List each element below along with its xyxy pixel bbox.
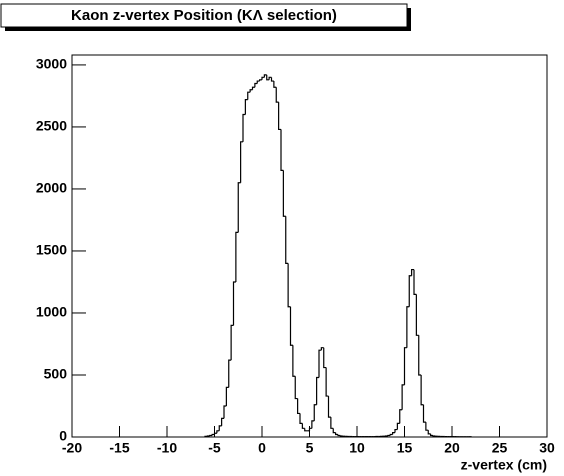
x-tick-label: 30 — [539, 440, 555, 456]
histogram-bin — [278, 102, 281, 131]
histogram-bin — [313, 404, 317, 421]
histogram-bin — [289, 306, 293, 346]
x-tick-label: 25 — [492, 440, 508, 456]
x-tick-label: -15 — [109, 440, 129, 456]
histogram-bin — [415, 294, 419, 336]
histogram-bin — [406, 306, 410, 348]
plot-frame — [71, 54, 548, 438]
histogram-bin — [394, 428, 398, 433]
histogram-bin — [268, 76, 272, 80]
histogram-bin — [266, 74, 270, 81]
histogram-bin — [420, 374, 424, 406]
x-tick-label: 10 — [349, 440, 365, 456]
histogram-bin — [242, 113, 246, 142]
title-box — [0, 3, 408, 28]
histogram-bin — [311, 420, 315, 429]
histogram-bin — [425, 422, 429, 431]
histogram-bin — [297, 398, 300, 415]
histogram-bin — [330, 417, 334, 429]
y-tick-label: 2000 — [36, 180, 67, 196]
histogram-bin — [316, 376, 319, 405]
histogram-bin — [301, 423, 305, 429]
histogram-bin — [318, 349, 322, 378]
histogram-bin — [399, 409, 403, 424]
x-tick-label: 20 — [444, 440, 460, 456]
histogram-bin — [254, 82, 258, 88]
histogram-bin — [228, 359, 232, 388]
histogram-bin — [422, 404, 426, 423]
histogram-bin — [270, 77, 274, 82]
histogram-bin — [259, 79, 262, 82]
histogram-bin — [275, 87, 279, 103]
histogram-bin — [280, 129, 284, 171]
histogram-bin — [282, 170, 286, 217]
histogram-bin — [427, 430, 431, 435]
histogram-bin — [325, 367, 329, 397]
histogram-bin — [332, 428, 336, 434]
histogram-bin — [273, 81, 277, 88]
y-tick-label: 0 — [59, 428, 67, 444]
histogram-bin — [294, 376, 298, 400]
histogram-bin — [223, 405, 227, 419]
histogram-bin — [251, 86, 255, 90]
y-tick-label: 500 — [44, 366, 68, 382]
histogram-bin — [237, 182, 241, 233]
histogram-bin — [403, 347, 407, 385]
histogram-bin — [225, 386, 229, 406]
histogram-bin — [230, 324, 234, 361]
histogram-bin — [216, 430, 220, 434]
histogram-bin — [389, 433, 393, 436]
histogram-bin — [221, 417, 224, 426]
histogram-bin — [263, 74, 267, 78]
histogram-bin — [287, 263, 291, 308]
x-tick-label: 0 — [258, 440, 266, 456]
histogram-bin — [204, 435, 208, 437]
histogram-bin — [211, 433, 215, 436]
histogram-bin — [408, 275, 412, 307]
histogram-bin — [430, 433, 433, 437]
histogram-bin — [327, 396, 331, 418]
histogram-bin — [213, 432, 217, 435]
histogram-bin — [256, 80, 260, 84]
y-tick-label: 3000 — [36, 56, 67, 72]
histogram-bin — [299, 413, 303, 424]
histogram-bin — [232, 281, 236, 326]
histogram-bin — [218, 425, 222, 431]
histogram-bin — [392, 432, 395, 435]
x-tick-label: -20 — [62, 440, 82, 456]
x-tick-label: 5 — [306, 440, 314, 456]
y-tick-label: 1000 — [36, 304, 67, 320]
x-tick-label: -5 — [208, 440, 221, 456]
histogram-bin — [320, 347, 324, 351]
x-tick-label: 15 — [397, 440, 413, 456]
histogram-bin — [304, 428, 308, 432]
histogram-bin — [337, 434, 341, 437]
histogram-bin — [244, 99, 248, 115]
histogram-bin — [261, 76, 265, 80]
chart-title: Kaon z-vertex Position (KΛ selection) — [71, 7, 337, 24]
histogram-bin — [418, 335, 422, 376]
histogram-bin — [285, 216, 289, 264]
x-tick-label: -10 — [157, 440, 177, 456]
histogram-bin — [292, 345, 296, 377]
x-axis-label: z-vertex (cm) — [461, 457, 547, 473]
y-tick-label: 1500 — [36, 242, 67, 258]
histogram-bin — [323, 347, 327, 369]
histogram-bin — [413, 269, 417, 295]
histogram-bin — [396, 422, 400, 430]
y-tick-label: 2500 — [36, 118, 67, 134]
histogram-bin — [247, 91, 251, 100]
histogram-bin — [335, 432, 338, 436]
histogram-bin — [249, 89, 253, 93]
histogram-bin — [401, 384, 405, 410]
histogram-bin — [411, 268, 414, 276]
histogram-bin — [235, 231, 239, 282]
histogram-bin — [240, 141, 243, 183]
histogram-bin — [308, 427, 312, 431]
